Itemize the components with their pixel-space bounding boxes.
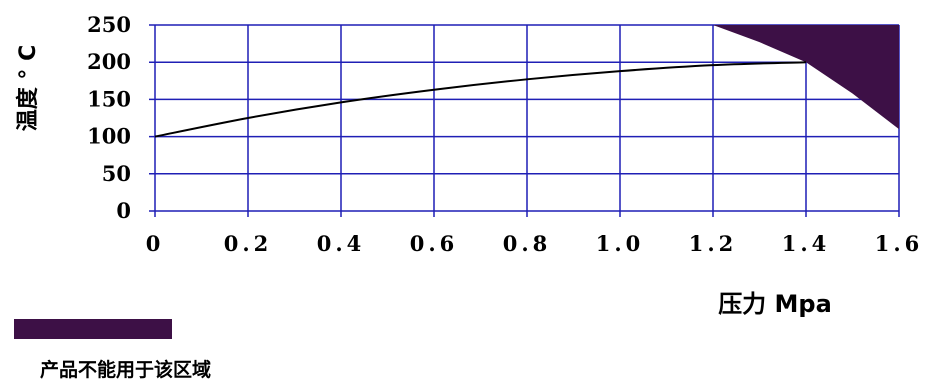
x-tick-label: 1.2	[689, 231, 738, 256]
legend-swatch	[14, 319, 172, 339]
y-tick-label: 0	[116, 198, 131, 223]
x-tick-label: 1.4	[782, 231, 831, 256]
x-tick-label: 1.0	[596, 231, 645, 256]
y-tick-labels: 0 50 100 150 200 250	[87, 12, 131, 223]
y-tick-label: 200	[87, 49, 131, 74]
x-tick-label: 0.6	[410, 231, 459, 256]
y-tick-label: 50	[102, 161, 131, 186]
x-tick-label: 0.2	[224, 231, 273, 256]
x-tick-labels: 0 0.2 0.4 0.6 0.8 1.0 1.2 1.4 1.6	[146, 231, 924, 256]
temperature-curve	[154, 61, 807, 138]
y-tick-label: 150	[87, 86, 131, 111]
grid	[149, 24, 900, 217]
legend-label: 产品不能用于该区域	[40, 358, 211, 381]
forbidden-region	[713, 25, 899, 130]
y-tick-label: 100	[87, 124, 131, 149]
x-tick-label: 0.8	[503, 231, 552, 256]
y-axis-label: 温度 ° C	[15, 45, 41, 131]
y-tick-label: 250	[87, 12, 131, 37]
x-tick-label: 0.4	[317, 231, 366, 256]
x-tick-label: 0	[146, 231, 165, 256]
x-tick-label: 1.6	[875, 231, 924, 256]
x-axis-label: 压力 Mpa	[718, 290, 832, 318]
